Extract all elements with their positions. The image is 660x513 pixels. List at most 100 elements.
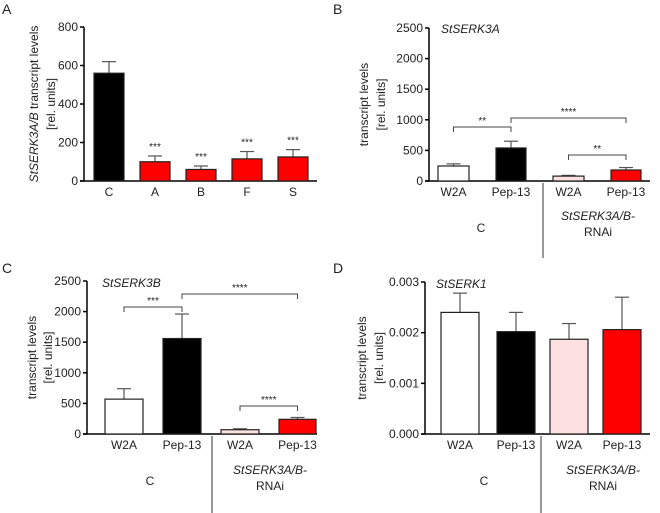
significance-bracket	[453, 126, 512, 132]
chart-title: StSERK1	[436, 277, 487, 291]
significance-stars: ****	[232, 283, 248, 294]
significance-bracket	[239, 405, 298, 411]
bar	[162, 337, 202, 435]
group-label-control: C	[477, 221, 486, 235]
y-tick-label: 2000	[396, 52, 423, 66]
y-axis-label: transcript levels	[25, 316, 39, 399]
y-tick-label: 800	[58, 20, 78, 34]
bar	[139, 161, 171, 182]
y-axis-label: transcript levels	[357, 63, 371, 146]
x-tick-label: Pep-13	[607, 185, 646, 199]
y-tick-label: 400	[58, 97, 78, 111]
bar	[93, 72, 125, 182]
y-tick-label: 0.002	[389, 326, 419, 340]
significance-bracket	[123, 306, 183, 312]
group-label-rnai-suffix: RNAi	[589, 479, 617, 493]
y-tick-label: 200	[58, 136, 78, 150]
y-tick-label: 1500	[396, 82, 423, 96]
group-label-rnai-suffix: RNAi	[256, 479, 284, 493]
panel-label: D	[333, 260, 343, 276]
y-axis-label: transcript levels	[355, 316, 369, 399]
group-label-rnai-suffix: RNAi	[584, 225, 612, 239]
y-tick-label: 2500	[54, 274, 81, 288]
panel-D: D 0.000 0.001 0.002 0.003 transcript levels [r…	[333, 260, 650, 513]
bar	[495, 147, 527, 182]
y-axis-label-units: [rel. units]	[41, 331, 55, 383]
y-tick-label: 1000	[396, 113, 423, 127]
y-axis-label-units: [rel. units]	[44, 78, 58, 130]
chart-title: StSERK3A	[441, 22, 500, 36]
y-tick-label: 2000	[54, 305, 81, 319]
y-tick-label: 500	[61, 396, 81, 410]
bar	[185, 168, 217, 182]
x-tick-label: Pep-13	[163, 438, 202, 452]
bar	[440, 311, 480, 435]
x-tick-label: Pep-13	[497, 438, 536, 452]
panel-label: C	[2, 260, 12, 276]
significance-stars: ****	[261, 395, 277, 406]
x-tick-label: F	[243, 185, 250, 199]
y-tick-label: 0	[71, 174, 78, 188]
panel-A: A 0 200 400 600 800 StSERK3A/B transcript leve…	[2, 1, 317, 199]
significance-bracket	[181, 293, 298, 299]
y-tick-label: 2500	[396, 21, 423, 35]
x-tick-label: Pep-13	[603, 438, 642, 452]
bar	[549, 338, 589, 435]
y-tick-label: 600	[58, 59, 78, 73]
bar	[231, 158, 263, 182]
bar	[278, 418, 317, 435]
group-label-rnai: StSERK3A/B-	[566, 463, 640, 477]
y-tick-label: 1500	[54, 335, 81, 349]
significance-stars: ***	[147, 296, 159, 307]
significance-stars: ***	[287, 136, 299, 147]
y-tick-label: 0	[74, 427, 81, 441]
bar	[496, 331, 536, 435]
y-tick-label: 1000	[54, 366, 81, 380]
panel-B: B 0 500 1000 1500 2000 2500 transcript levels [r…	[333, 1, 650, 258]
bar	[552, 175, 585, 182]
significance-bracket	[568, 154, 627, 160]
x-tick-label: W2A	[440, 185, 466, 199]
x-tick-label: S	[289, 185, 297, 199]
chart-title: StSERK3B	[102, 276, 161, 290]
significance-stars: **	[593, 144, 601, 155]
panel-label: A	[2, 1, 12, 17]
bar	[277, 156, 309, 182]
x-tick-label: Pep-13	[492, 185, 531, 199]
x-tick-label: W2A	[555, 185, 581, 199]
significance-stars: ***	[149, 142, 161, 153]
bar	[220, 429, 260, 435]
significance-stars: ***	[195, 152, 207, 163]
panel-label: B	[333, 1, 342, 17]
x-tick-label: Pep-13	[278, 438, 317, 452]
y-axis-label: StSERK3A/B transcript levels	[27, 26, 41, 183]
bar	[610, 169, 642, 182]
bar	[104, 398, 144, 435]
bar	[437, 165, 470, 182]
y-tick-label: 0.000	[389, 427, 419, 441]
y-tick-label: 500	[403, 143, 423, 157]
y-axis-label-units: [rel. units]	[374, 78, 388, 130]
x-tick-label: W2A	[447, 438, 473, 452]
significance-stars: ****	[561, 107, 577, 118]
x-tick-label: W2A	[111, 438, 137, 452]
significance-stars: ***	[241, 138, 253, 149]
x-tick-label: B	[197, 185, 205, 199]
significance-bracket	[510, 117, 627, 123]
x-tick-label: A	[151, 185, 159, 199]
group-label-rnai: StSERK3A/B-	[561, 209, 635, 223]
panel-C: C 0 500 1000 1500 2000 2500 transcript levels [r…	[2, 260, 317, 513]
y-axis-label-units: [rel. units]	[372, 332, 386, 384]
y-tick-label: 0	[416, 174, 423, 188]
group-label-control: C	[480, 474, 489, 488]
y-tick-label: 0.003	[389, 275, 419, 289]
x-tick-label: C	[105, 185, 114, 199]
significance-stars: **	[478, 116, 486, 127]
group-label-rnai: StSERK3A/B-	[233, 463, 307, 477]
bar	[602, 329, 642, 435]
y-tick-label: 0.001	[389, 376, 419, 390]
x-tick-label: W2A	[556, 438, 582, 452]
x-tick-label: W2A	[227, 438, 253, 452]
group-label-control: C	[146, 474, 155, 488]
